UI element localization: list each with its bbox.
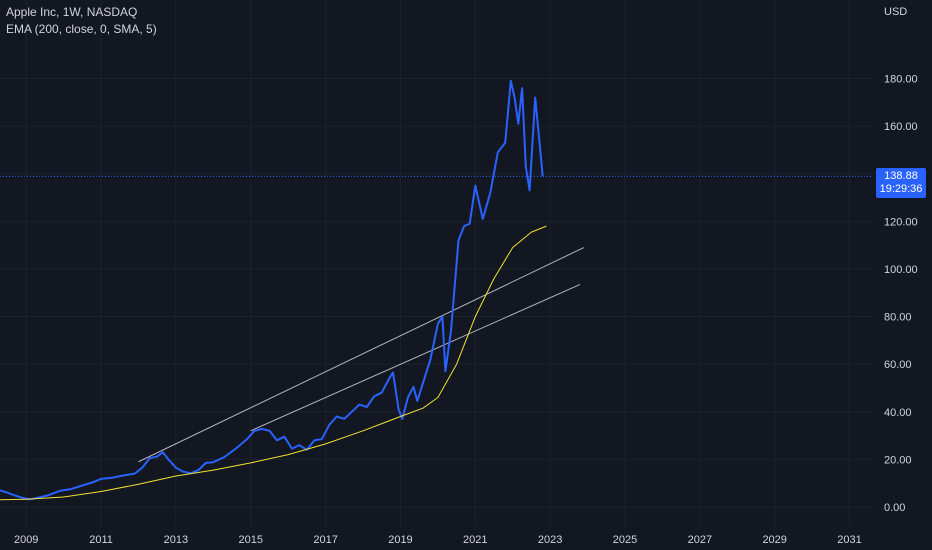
symbol-title[interactable]: Apple Inc, 1W, NASDAQ [6,5,138,19]
x-tick-label: 2013 [164,534,188,546]
trend-line-2[interactable] [250,283,581,432]
x-tick-label: 2017 [313,534,337,546]
grid-lines [0,0,872,526]
chart-legend: Apple Inc, 1W, NASDAQ EMA (200, close, 0… [6,4,157,38]
x-tick-label: 2031 [837,534,861,546]
y-tick-label: 100.00 [884,264,918,276]
x-tick-label: 2025 [613,534,637,546]
y-tick-label: 60.00 [884,359,912,371]
indicator-title[interactable]: EMA (200, close, 0, SMA, 5) [6,22,157,36]
y-tick-label: 40.00 [884,407,912,419]
x-tick-label: 2009 [14,534,38,546]
series-lines [0,79,547,501]
y-tick-label: 80.00 [884,312,912,324]
x-tick-label: 2019 [388,534,412,546]
time-axis[interactable]: 2009 2011 2013 2015 2017 2019 2021 2023 2025 2027… [14,534,862,546]
x-tick-label: 2027 [688,534,712,546]
x-tick-label: 2029 [762,534,786,546]
trend-line-1[interactable] [138,247,585,463]
price-series-line [0,79,544,501]
trend-lines[interactable] [138,247,585,463]
y-tick-label: 180.00 [884,74,918,86]
x-tick-label: 2021 [463,534,487,546]
y-tick-label: 120.00 [884,216,918,228]
last-price-value: 138.88 [884,170,918,183]
x-tick-label: 2015 [239,534,263,546]
y-tick-label: 0.00 [884,502,905,514]
ema-series-line [0,225,547,501]
y-tick-label: 20.00 [884,454,912,466]
y-tick-label: 160.00 [884,121,918,133]
x-tick-label: 2011 [89,534,113,546]
currency-label: USD [884,6,907,18]
last-price-badge: 138.88 19:29:36 [876,168,926,199]
bar-countdown: 19:29:36 [879,183,923,196]
x-tick-label: 2023 [538,534,562,546]
